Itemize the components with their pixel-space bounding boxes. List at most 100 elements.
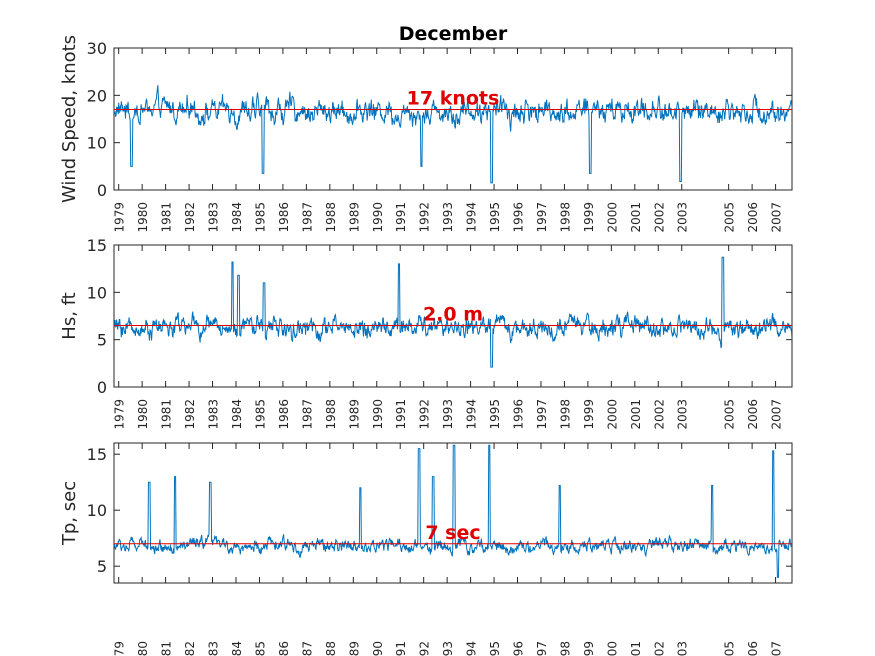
x-tick-label: 1987	[300, 399, 314, 430]
x-tick-label: 2006	[746, 641, 760, 656]
x-tick-label: 1982	[183, 202, 197, 233]
x-tick-label: 1979	[113, 202, 127, 233]
x-tick-label: 1986	[277, 399, 291, 430]
y-tick-label: 5	[97, 557, 107, 576]
x-tick-label: 1992	[418, 399, 432, 430]
x-tick-label: 1979	[113, 399, 127, 430]
x-tick-label: 1996	[512, 641, 526, 656]
y-tick-label: 10	[87, 501, 107, 520]
x-tick-label: 2001	[629, 641, 643, 656]
y-axis-label: Tp, sec	[59, 481, 80, 546]
x-tick-label: 1979	[113, 641, 127, 656]
y-tick-label: 15	[87, 445, 107, 464]
x-tick-label: 1980	[136, 399, 150, 430]
panel-wind-speed: 17 knots 0 10 20 30 Wind Speed, knots 1979 1980…	[59, 35, 793, 233]
y-axis-label: Hs, ft	[59, 292, 80, 339]
x-tick-label: 2000	[605, 202, 619, 233]
x-tick-label: 2006	[746, 202, 760, 233]
x-tick-label: 1988	[324, 202, 338, 233]
x-tick-label: 1980	[136, 202, 150, 233]
y-tick-label: 10	[87, 283, 107, 302]
series-line	[114, 85, 792, 184]
x-tick-label: 2003	[676, 641, 690, 656]
x-tick-label: 2001	[629, 202, 643, 233]
x-tick-label: 1987	[300, 202, 314, 233]
x-tick-label: 1994	[465, 202, 479, 233]
x-tick-label: 1985	[253, 202, 267, 233]
y-axis-label: Wind Speed, knots	[59, 35, 80, 203]
x-tick-label: 1984	[230, 641, 244, 656]
y-tick-label: 0	[97, 378, 107, 397]
x-tick-label: 1980	[136, 641, 150, 656]
series-line	[114, 444, 792, 578]
x-tick-label: 2005	[723, 641, 737, 656]
x-tick-label: 1981	[160, 202, 174, 233]
x-tick-label: 1988	[324, 399, 338, 430]
x-tick-label: 1997	[535, 641, 549, 656]
x-tick-label: 1985	[253, 641, 267, 656]
y-tick-label: 20	[87, 86, 107, 105]
panel-peak-period: 7 sec 5 10 15 Tp, sec 1979 1980 1981 1982 1983 198…	[59, 442, 793, 656]
x-tick-label: 2006	[746, 399, 760, 430]
x-tick-label: 1995	[488, 399, 502, 430]
y-tick-label: 5	[97, 331, 107, 350]
x-tick-label: 1981	[160, 641, 174, 656]
x-tick-label: 1982	[183, 641, 197, 656]
x-tick-label: 2000	[605, 399, 619, 430]
x-tick-label: 1994	[465, 641, 479, 656]
x-tick-label: 1985	[253, 399, 267, 430]
x-tick-label: 1996	[512, 399, 526, 430]
x-tick-label: 1995	[488, 641, 502, 656]
x-tick-label: 1984	[230, 399, 244, 430]
x-tick-label: 1993	[441, 399, 455, 430]
x-tick-label: 2000	[605, 641, 619, 656]
mean-annotation: 17 knots	[407, 88, 500, 110]
x-tick-label: 2007	[770, 641, 784, 656]
x-tick-label: 1983	[207, 399, 221, 430]
x-tick-label: 1983	[207, 202, 221, 233]
x-tick-label: 1984	[230, 202, 244, 233]
x-tick-label: 1991	[394, 202, 408, 233]
x-tick-label: 1988	[324, 641, 338, 656]
x-tick-label: 1994	[465, 399, 479, 430]
x-tick-label: 1998	[558, 202, 572, 233]
x-tick-label: 2002	[652, 202, 666, 233]
x-tick-label: 1987	[300, 641, 314, 656]
x-tick-label: 1991	[394, 399, 408, 430]
x-tick-label: 1986	[277, 641, 291, 656]
x-tick-label: 2003	[676, 202, 690, 233]
panel-wave-height: 2.0 m 0 5 10 15 Hs, ft 1979 1980 1981 1982 1983 198…	[59, 236, 793, 430]
x-tick-label: 1990	[371, 399, 385, 430]
x-tick-label: 1995	[488, 202, 502, 233]
x-tick-label: 1990	[371, 641, 385, 656]
x-tick-label: 1992	[418, 202, 432, 233]
x-tick-label: 2003	[676, 399, 690, 430]
x-tick-label: 2002	[652, 399, 666, 430]
x-tick-label: 2007	[770, 399, 784, 430]
x-tick-label: 1999	[582, 641, 596, 656]
y-tick-label: 15	[87, 236, 107, 255]
x-tick-label: 2001	[629, 399, 643, 430]
x-tick-label: 1991	[394, 641, 408, 656]
x-tick-label: 1999	[582, 399, 596, 430]
y-tick-label: 30	[87, 39, 107, 58]
x-tick-label: 1992	[418, 641, 432, 656]
y-tick-label: 10	[87, 134, 107, 153]
x-tick-label: 1997	[535, 202, 549, 233]
x-tick-label: 1983	[207, 641, 221, 656]
x-tick-label: 2005	[723, 399, 737, 430]
x-tick-label: 1990	[371, 202, 385, 233]
x-tick-label: 2002	[652, 641, 666, 656]
chart-title: December	[399, 23, 508, 45]
y-tick-label: 0	[97, 181, 107, 200]
x-tick-label: 1993	[441, 641, 455, 656]
series-line	[114, 256, 792, 368]
x-tick-label: 2007	[770, 202, 784, 233]
x-tick-label: 2005	[723, 202, 737, 233]
x-tick-label: 1989	[347, 641, 361, 656]
x-tick-label: 1997	[535, 399, 549, 430]
x-tick-label: 1993	[441, 202, 455, 233]
x-tick-label: 1996	[512, 202, 526, 233]
x-tick-label: 1998	[558, 399, 572, 430]
